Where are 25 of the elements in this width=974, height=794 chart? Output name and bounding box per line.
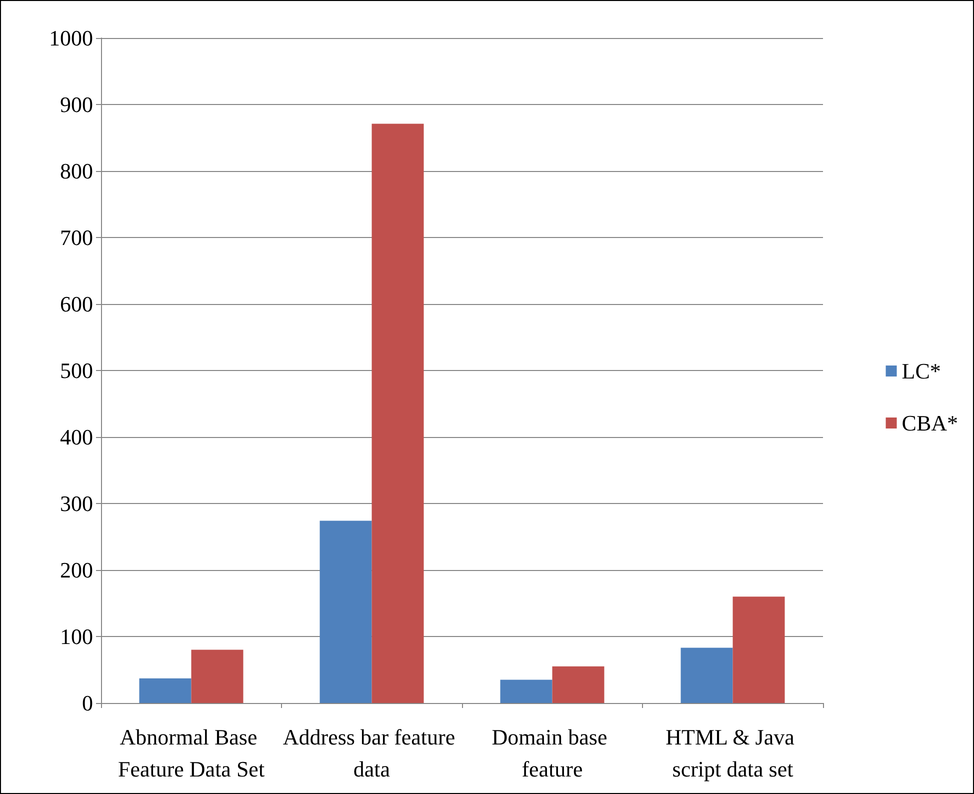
y-tick-label: 200: [60, 558, 93, 582]
bar: [732, 596, 785, 703]
y-tick-label: 400: [60, 424, 93, 450]
bar: [320, 520, 372, 703]
y-tick-label: 600: [60, 292, 93, 316]
bar: [139, 678, 192, 703]
x-tick-label: HTML & Java script data set: [666, 724, 800, 782]
bar: [680, 648, 733, 703]
y-tick-label: 1000: [49, 26, 93, 50]
bar: [500, 680, 552, 703]
y-tick-label: 300: [60, 491, 93, 516]
x-tick-label: Abnormal Base Feature Data Set: [118, 724, 265, 782]
y-tick-label: 700: [60, 225, 93, 250]
y-tick-label: 800: [60, 158, 93, 184]
y-tick-label: 500: [60, 358, 93, 383]
x-tick-label: Address bar feature data: [282, 724, 461, 782]
bar: [191, 650, 244, 703]
legend-label: LC*: [902, 358, 941, 384]
y-tick-label: 100: [60, 624, 93, 649]
bar: [372, 124, 424, 703]
y-tick-label: 0: [82, 690, 93, 716]
bar: [552, 666, 604, 703]
y-tick-label: 900: [60, 92, 93, 117]
x-tick-label: Domain base feature: [492, 724, 613, 782]
legend-label: CBA*: [902, 410, 958, 436]
